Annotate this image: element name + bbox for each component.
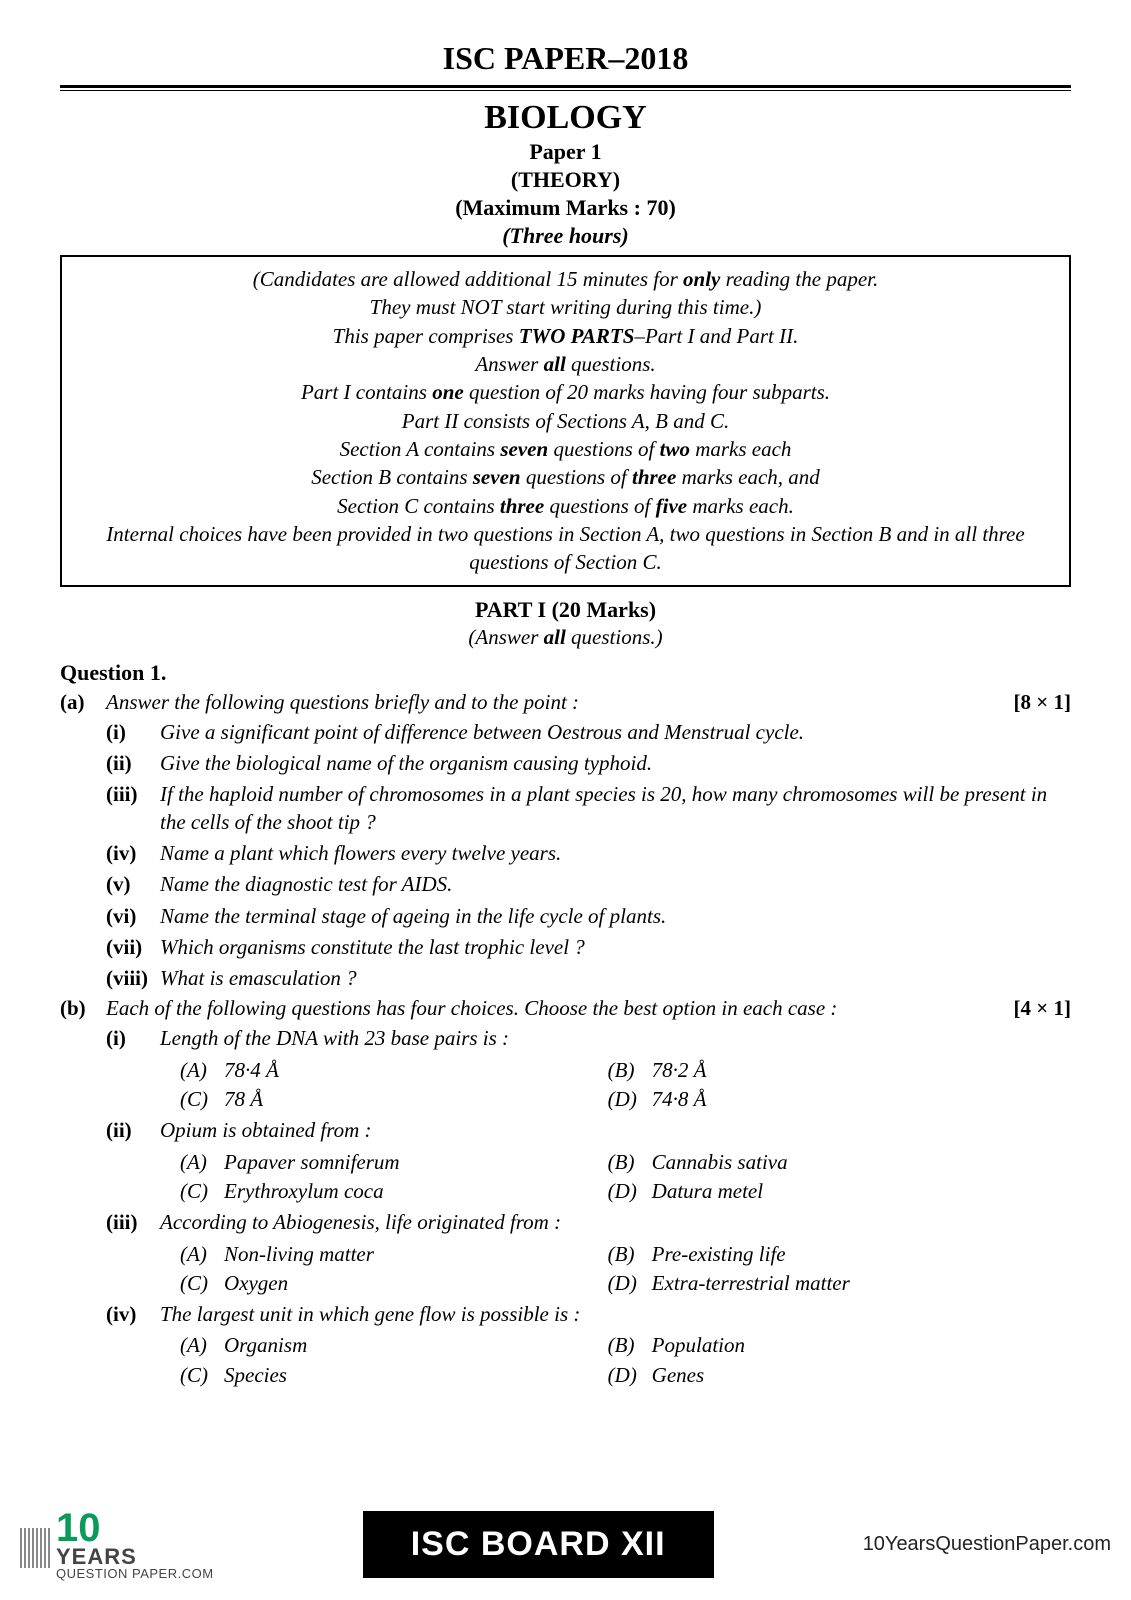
barcode-icon — [20, 1520, 50, 1568]
list-item: (ii)Give the biological name of the orga… — [106, 750, 1071, 777]
mcq-body: Opium is obtained from : (A)Papaver somni… — [160, 1117, 1071, 1205]
q1-a: (a) Answer the following questions brief… — [60, 690, 1071, 715]
mcq-option: (A)78·4 Å — [180, 1057, 608, 1084]
list-item: (vi)Name the terminal stage of ageing in… — [106, 903, 1071, 930]
list-item: (viii)What is emasculation ? — [106, 965, 1071, 992]
footer-qp: QUESTION PAPER.COM — [56, 1568, 214, 1580]
roman-text: Give a significant point of difference b… — [160, 719, 1071, 746]
q1-a-label: (a) — [60, 690, 106, 715]
page-title: ISC PAPER–2018 — [60, 40, 1071, 83]
divider-thin — [60, 90, 1071, 91]
mcq-option: (C)Erythroxylum coca — [180, 1178, 608, 1205]
mcq-options: (A)Non-living matter(B)Pre-existing life… — [180, 1239, 1071, 1298]
mcq-option: (D)Genes — [608, 1362, 1036, 1389]
mcq-option: (B)Pre-existing life — [608, 1241, 1036, 1268]
roman-text: Which organisms constitute the last trop… — [160, 934, 1071, 961]
q1-b-label: (b) — [60, 996, 106, 1021]
mcq-option: (B)78·2 Å — [608, 1057, 1036, 1084]
part-heading: PART I (20 Marks) — [60, 597, 1071, 623]
roman-label: (ii) — [106, 1117, 160, 1205]
mcq-option: (A)Organism — [180, 1332, 608, 1359]
mcq-body: Length of the DNA with 23 base pairs is … — [160, 1025, 1071, 1113]
mcq-option: (C)Species — [180, 1362, 608, 1389]
q1-b-list: (i)Length of the DNA with 23 base pairs … — [106, 1025, 1071, 1389]
roman-label: (i) — [106, 719, 160, 746]
q1-a-text: Answer the following questions briefly a… — [106, 690, 579, 715]
list-item: (vii)Which organisms constitute the last… — [106, 934, 1071, 961]
mcq-option: (B)Population — [608, 1332, 1036, 1359]
mcq-item: (i)Length of the DNA with 23 base pairs … — [106, 1025, 1071, 1113]
list-item: (i)Give a significant point of differenc… — [106, 719, 1071, 746]
mcq-stem: Opium is obtained from : — [160, 1117, 1071, 1144]
q1-b: (b) Each of the following questions has … — [60, 996, 1071, 1021]
roman-label: (iv) — [106, 1301, 160, 1389]
roman-label: (i) — [106, 1025, 160, 1113]
list-item: (v)Name the diagnostic test for AIDS. — [106, 871, 1071, 898]
theory-label: (THEORY) — [60, 167, 1071, 193]
roman-text: Name the terminal stage of ageing in the… — [160, 903, 1071, 930]
answer-all-note: (Answer all questions.) — [60, 625, 1071, 650]
mcq-option: (C)Oxygen — [180, 1270, 608, 1297]
mcq-options: (A)Papaver somniferum(B)Cannabis sativa(… — [180, 1147, 1071, 1206]
roman-label: (ii) — [106, 750, 160, 777]
footer-logo-left: 10 YEARS QUESTION PAPER.COM — [20, 1509, 214, 1580]
mcq-option: (D)Datura metel — [608, 1178, 1036, 1205]
q1-b-text: Each of the following questions has four… — [106, 996, 837, 1021]
mcq-options: (A)78·4 Å(B)78·2 Å(C)78 Å(D)74·8 Å — [180, 1055, 1071, 1114]
q1-a-list: (i)Give a significant point of differenc… — [106, 719, 1071, 993]
mcq-option: (A)Non-living matter — [180, 1241, 608, 1268]
mcq-stem: The largest unit in which gene flow is p… — [160, 1301, 1071, 1328]
mcq-body: According to Abiogenesis, life originate… — [160, 1209, 1071, 1297]
roman-text: Name the diagnostic test for AIDS. — [160, 871, 1071, 898]
q1-a-marks: [8 × 1] — [1014, 690, 1071, 715]
mcq-stem: According to Abiogenesis, life originate… — [160, 1209, 1071, 1236]
mcq-option: (B)Cannabis sativa — [608, 1149, 1036, 1176]
mcq-item: (ii)Opium is obtained from : (A)Papaver s… — [106, 1117, 1071, 1205]
roman-text: Name a plant which flowers every twelve … — [160, 840, 1071, 867]
roman-text: If the haploid number of chromosomes in … — [160, 781, 1071, 836]
divider-thick — [60, 85, 1071, 88]
paper-number: Paper 1 — [60, 139, 1071, 165]
roman-label: (vi) — [106, 903, 160, 930]
q1-b-marks: [4 × 1] — [1014, 996, 1071, 1021]
footer-ten: 10 — [56, 1509, 214, 1547]
instructions-box: (Candidates are allowed additional 15 mi… — [60, 255, 1071, 587]
roman-text: What is emasculation ? — [160, 965, 1071, 992]
footer-url: 10YearsQuestionPaper.com — [863, 1533, 1111, 1556]
roman-label: (iii) — [106, 1209, 160, 1297]
mcq-option: (D)Extra-terrestrial matter — [608, 1270, 1036, 1297]
roman-label: (viii) — [106, 965, 160, 992]
footer: 10 YEARS QUESTION PAPER.COM ISC BOARD XI… — [0, 1509, 1131, 1580]
duration: (Three hours) — [60, 223, 1071, 249]
roman-label: (iv) — [106, 840, 160, 867]
max-marks: (Maximum Marks : 70) — [60, 195, 1071, 221]
question-1-label: Question 1. — [60, 660, 1071, 686]
list-item: (iv)Name a plant which flowers every twe… — [106, 840, 1071, 867]
list-item: (iii)If the haploid number of chromosome… — [106, 781, 1071, 836]
roman-label: (vii) — [106, 934, 160, 961]
mcq-item: (iii)According to Abiogenesis, life orig… — [106, 1209, 1071, 1297]
mcq-item: (iv)The largest unit in which gene flow … — [106, 1301, 1071, 1389]
footer-years: YEARS — [56, 1547, 214, 1568]
mcq-stem: Length of the DNA with 23 base pairs is … — [160, 1025, 1071, 1052]
footer-badge: ISC BOARD XII — [363, 1511, 714, 1578]
mcq-option: (D)74·8 Å — [608, 1086, 1036, 1113]
roman-label: (iii) — [106, 781, 160, 836]
mcq-options: (A)Organism(B)Population(C)Species(D)Gen… — [180, 1330, 1071, 1389]
roman-text: Give the biological name of the organism… — [160, 750, 1071, 777]
mcq-option: (C)78 Å — [180, 1086, 608, 1113]
mcq-option: (A)Papaver somniferum — [180, 1149, 608, 1176]
mcq-body: The largest unit in which gene flow is p… — [160, 1301, 1071, 1389]
subject-heading: BIOLOGY — [60, 99, 1071, 137]
roman-label: (v) — [106, 871, 160, 898]
